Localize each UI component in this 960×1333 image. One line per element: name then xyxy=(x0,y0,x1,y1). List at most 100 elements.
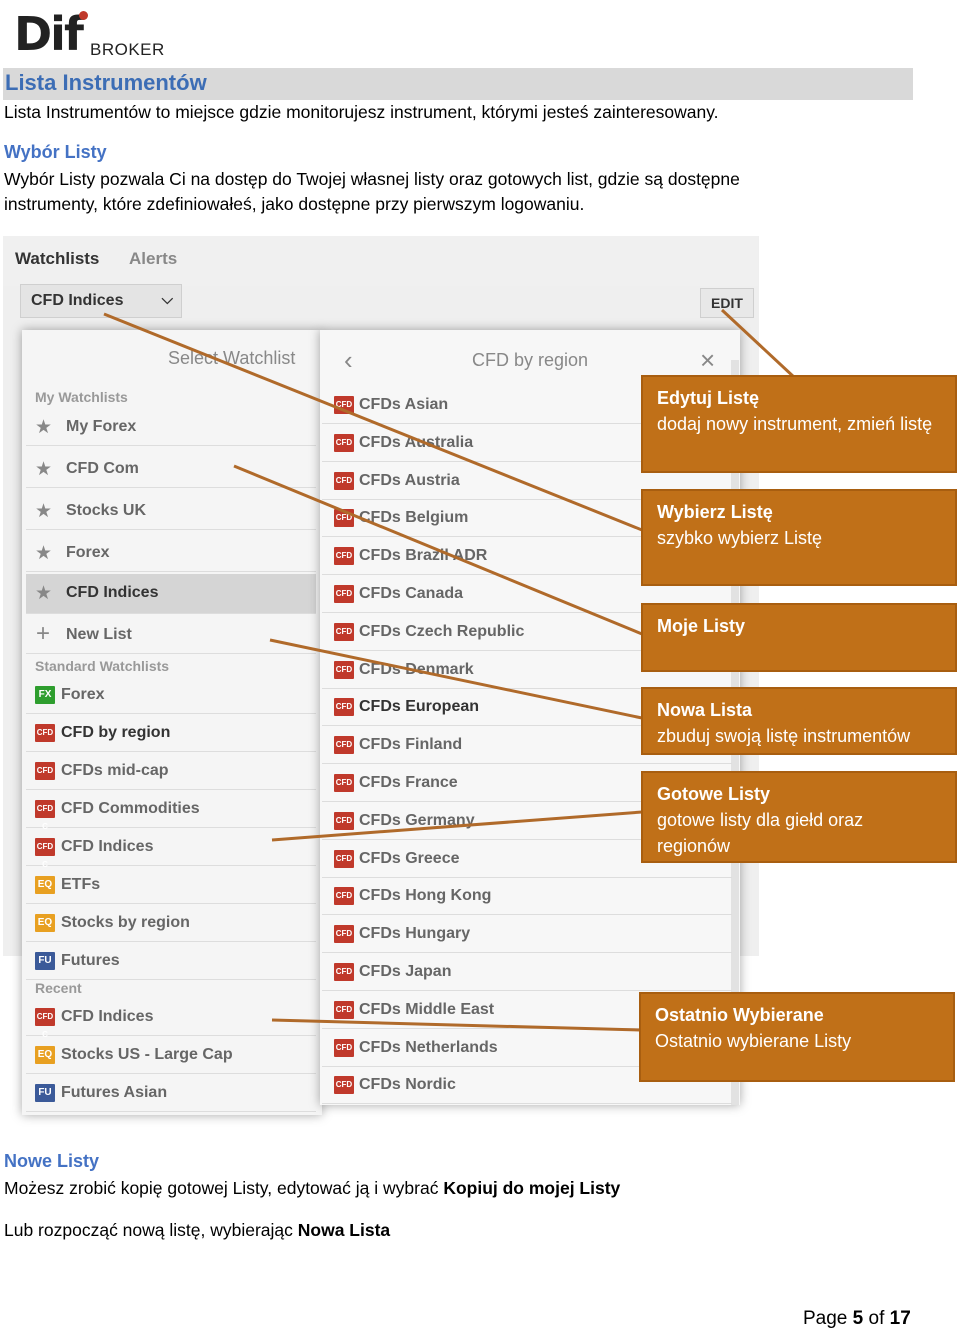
section1-line2: instrumenty, które zdefiniowałeś, jako d… xyxy=(4,194,585,214)
cfd-badge-icon: CFD xyxy=(334,1000,354,1019)
list-item[interactable]: FU Futures xyxy=(26,942,316,980)
list-item[interactable]: EQ Stocks US - Large Cap xyxy=(26,1036,316,1074)
region-list-item[interactable]: CFD CFDs Germany xyxy=(322,802,732,840)
callout-moje-listy: Moje Listy xyxy=(641,603,957,672)
my-watchlists-header: My Watchlists xyxy=(35,389,128,405)
back-arrow-icon[interactable]: ‹ xyxy=(344,345,353,375)
edit-button[interactable]: EDIT xyxy=(700,288,754,318)
new-list-button[interactable]: + New List xyxy=(26,616,316,654)
tab-watchlists[interactable]: Watchlists xyxy=(15,249,100,268)
cfd-commodity-badge-icon: CFD C xyxy=(35,838,55,869)
page-number: Page 5 of 17 xyxy=(803,1308,911,1329)
callout-wybierz: Wybierz Listę szybko wybierz Listę xyxy=(641,489,957,586)
region-label: CFDs Netherlands xyxy=(359,1038,498,1056)
list-item[interactable]: FX Forex xyxy=(26,676,316,714)
logo-subtitle: BROKER xyxy=(90,40,165,59)
connector-line xyxy=(103,312,643,532)
list-item[interactable]: CFD C CFD Commodities xyxy=(26,790,316,831)
region-label: CFDs Austria xyxy=(359,471,460,489)
standard-watchlists-header: Standard Watchlists xyxy=(35,658,170,674)
cfd-badge-icon: CFD xyxy=(334,585,354,603)
region-list-item[interactable]: CFD CFDs Finland xyxy=(322,726,732,765)
cfd-badge-icon: CFD xyxy=(334,811,354,830)
connector-line xyxy=(271,810,643,842)
region-list-item[interactable]: CFD CFDs Czech Republic xyxy=(322,613,732,651)
cfd-badge-icon: CFD xyxy=(334,774,354,792)
page-title: Lista Instrumentów xyxy=(5,70,207,95)
cfd-commodity-badge-icon: CFD C xyxy=(35,1008,55,1039)
cfd-badge-icon: CFD xyxy=(334,1076,354,1095)
plus-icon: + xyxy=(36,620,51,647)
eq-badge-icon: EQ xyxy=(35,914,55,932)
star-icon: ★ xyxy=(35,459,53,480)
region-list-item[interactable]: CFD CFDs Nordic xyxy=(322,1066,732,1105)
region-label: CFDs Brazil ADR xyxy=(359,547,488,565)
region-label: CFDs Finland xyxy=(359,736,463,754)
region-label: CFDs Hong Kong xyxy=(359,887,492,905)
region-list-item[interactable]: CFD CFDs Greece xyxy=(322,840,732,878)
star-icon: ★ xyxy=(35,543,53,564)
list-item[interactable]: CFD CFDs mid-cap xyxy=(26,752,316,790)
region-list-item[interactable]: CFD CFDs European xyxy=(322,688,732,727)
cfd-badge-icon: CFD xyxy=(334,622,354,641)
list-item[interactable]: ★ My Forex xyxy=(26,408,316,446)
broker-logo: Dif BROKER xyxy=(14,8,164,60)
eq-badge-icon: EQ xyxy=(35,1046,55,1064)
list-item[interactable]: FU Futures Asian xyxy=(26,1074,316,1112)
list-item[interactable]: CFD C CFD Indices xyxy=(26,998,316,1039)
fu-badge-icon: FU xyxy=(35,952,55,970)
tab-alerts[interactable]: Alerts xyxy=(129,249,178,268)
title-bar xyxy=(3,68,913,100)
eq-badge-icon: EQ xyxy=(35,876,55,894)
section-heading-nowe-listy: Nowe Listy xyxy=(4,1151,100,1171)
list-item[interactable]: ★ CFD Com xyxy=(26,450,316,488)
region-list-item[interactable]: CFD CFDs Hong Kong xyxy=(322,877,732,916)
region-list-item[interactable]: CFD CFDs Brazil ADR xyxy=(322,537,732,576)
cfd-badge-icon: CFD xyxy=(334,698,354,717)
section2-line1: Możesz zrobić kopię gotowej Listy, edyto… xyxy=(4,1178,621,1198)
list-item[interactable]: ★ Stocks UK xyxy=(26,492,316,530)
region-label: CFDs Greece xyxy=(359,849,460,867)
region-label: CFDs Middle East xyxy=(359,1000,495,1018)
region-list-item[interactable]: CFD CFDs Canada xyxy=(322,575,732,613)
cfd-badge-icon: CFD xyxy=(35,762,55,780)
region-list-item[interactable]: CFD CFDs Hungary xyxy=(322,915,732,954)
connector-line xyxy=(269,638,643,720)
region-panel-title: CFD by region xyxy=(472,350,589,370)
region-list-item[interactable]: CFD CFDs France xyxy=(322,764,732,802)
star-icon: ★ xyxy=(35,417,53,438)
star-icon: ★ xyxy=(35,501,53,522)
region-label: CFDs Hungary xyxy=(359,925,471,943)
list-item[interactable]: CFD CFD by region xyxy=(26,714,316,752)
cfd-commodity-badge-icon: CFD C xyxy=(35,800,55,831)
connector-line xyxy=(720,308,797,380)
region-list-item[interactable]: CFD CFDs Asian xyxy=(322,386,732,424)
list-item[interactable]: CFD C CFD Indices xyxy=(26,828,316,869)
list-item-selected[interactable]: ★ CFD Indices xyxy=(26,574,316,614)
region-list-item[interactable]: CFD CFDs Netherlands xyxy=(322,1029,732,1067)
star-icon: ★ xyxy=(35,583,53,604)
cfd-badge-icon: CFD xyxy=(334,849,354,868)
list-item[interactable]: EQ Stocks by region xyxy=(26,904,316,942)
connector-line xyxy=(271,1018,641,1032)
region-label: CFDs Czech Republic xyxy=(359,622,525,640)
list-item[interactable]: EQ ETFs xyxy=(26,866,316,904)
cfd-badge-icon: CFD xyxy=(334,433,354,452)
region-label: CFDs Asian xyxy=(359,396,449,413)
region-label: CFDs Nordic xyxy=(359,1076,456,1094)
watchlist-dropdown[interactable]: CFD Indices ⌵ xyxy=(20,284,182,318)
close-icon[interactable]: × xyxy=(700,345,716,375)
cfd-badge-icon: CFD xyxy=(334,887,354,906)
chevron-down-icon: ⌵ xyxy=(161,291,173,308)
logo-mark: Dif xyxy=(14,7,84,61)
region-list-item[interactable]: CFD CFDs Japan xyxy=(322,953,732,991)
cfd-badge-icon: CFD xyxy=(334,736,354,755)
region-list-item[interactable]: CFD CFDs Australia xyxy=(322,424,732,462)
section-heading-wybor: Wybór Listy xyxy=(4,142,107,162)
region-list-item[interactable]: CFD CFDs Austria xyxy=(322,462,732,500)
list-item[interactable]: ★ Forex xyxy=(26,534,316,572)
dropdown-value: CFD Indices xyxy=(31,292,124,309)
cfd-badge-icon: CFD xyxy=(334,1038,354,1057)
callout-edytuj: Edytuj Listę dodaj nowy instrument, zmie… xyxy=(641,375,957,473)
